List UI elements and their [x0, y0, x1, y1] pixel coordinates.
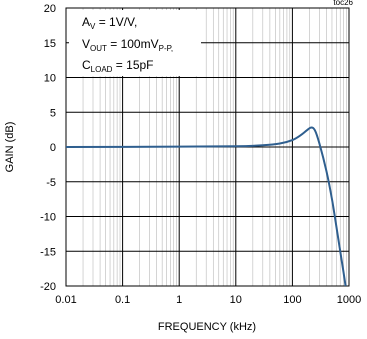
x-tick-labels: 0.01 0.1 1 10 100 1000	[55, 294, 361, 306]
annotation-line-vout: VOUT = 100mVP-P,	[82, 37, 173, 53]
x-axis-title: FREQUENCY (kHz)	[158, 321, 256, 333]
y-tick-label: -5	[46, 177, 56, 189]
y-tick-label: 0	[50, 142, 56, 154]
x-tick-label: 0.1	[115, 294, 130, 306]
series-layer	[65, 126, 347, 287]
x-tick-label: 1000	[337, 294, 361, 306]
annotation-line-gain: AV = 1V/V,	[82, 15, 137, 31]
annotation-line-cload: CLOAD = 15pF	[82, 58, 154, 74]
x-tick-label: 100	[283, 294, 301, 306]
x-tick-label: 10	[230, 294, 242, 306]
y-tick-label: -10	[40, 212, 56, 224]
y-tick-label: -20	[40, 281, 56, 293]
y-tick-labels: 20 15 10 5 0 -5 -10 -15 -20	[40, 3, 56, 293]
y-tick-label: -15	[40, 246, 56, 258]
y-tick-label: 15	[44, 38, 56, 50]
x-tick-label: 0.01	[55, 294, 76, 306]
gain-series-line	[65, 126, 347, 287]
annotation-background	[69, 10, 201, 76]
figure-tag: toc26	[333, 0, 353, 7]
y-axis-title: GAIN (dB)	[4, 122, 16, 173]
y-tick-label: 10	[44, 73, 56, 85]
y-tick-label: 5	[50, 107, 56, 119]
y-tick-label: 20	[44, 3, 56, 15]
x-tick-label: 1	[176, 294, 182, 306]
